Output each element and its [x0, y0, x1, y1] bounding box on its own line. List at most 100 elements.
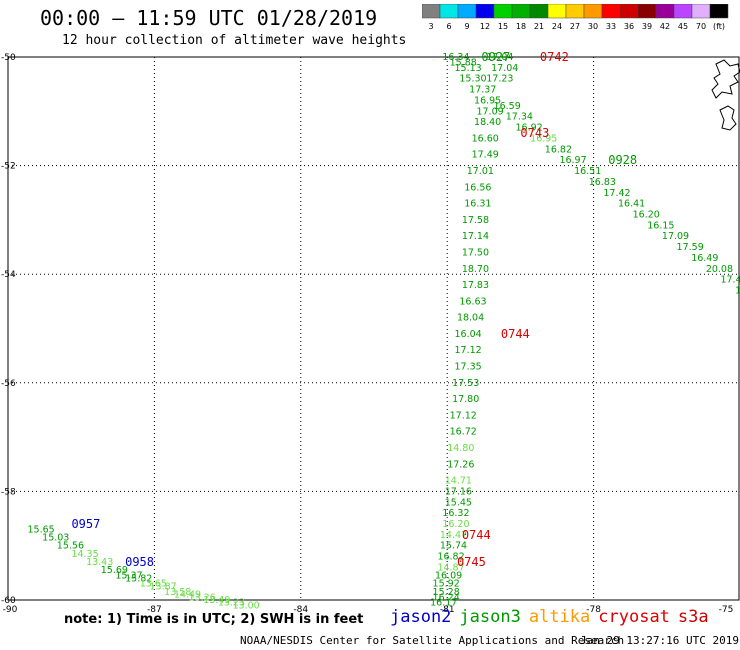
- wave-height-label: 16.51: [574, 166, 601, 177]
- plot-frame: [7, 56, 740, 601]
- legend-entry-altika: altika: [528, 607, 591, 627]
- wave-height-label: 15.74: [440, 541, 467, 552]
- wave-height-label: 16.31: [464, 199, 491, 210]
- wave-height-label: 17.04: [491, 63, 518, 74]
- coastline: [711, 59, 740, 131]
- wave-height-label: 17.37: [469, 85, 496, 96]
- colorbar-label: 15: [498, 22, 508, 31]
- wave-height-label: 16.95: [474, 95, 501, 106]
- wave-height-label: 15.30: [459, 74, 486, 85]
- wave-height-label: 13.26: [189, 592, 216, 603]
- colorbar-label: 27: [570, 22, 580, 31]
- pass-time-label: 0927: [481, 50, 510, 64]
- wave-height-label: 18.70: [462, 264, 489, 275]
- wave-height-label: 16.32: [442, 508, 469, 519]
- x-tick-label: -81: [440, 605, 455, 615]
- wave-height-label: 16.82: [437, 552, 464, 563]
- wave-height-label: 15.13: [455, 63, 482, 74]
- y-tick-label: -54: [1, 270, 16, 280]
- colorbar-label: 24: [552, 22, 562, 31]
- wave-height-label: 16.49: [691, 253, 718, 264]
- wave-height-label: 16.20: [442, 519, 469, 530]
- colorbar-label: 9: [464, 22, 469, 31]
- colorbar-label: 3: [428, 22, 433, 31]
- wave-height-label: 13.49: [203, 595, 230, 606]
- y-tick-label: -60: [1, 596, 16, 606]
- pass-time-label: 0744: [501, 327, 530, 341]
- wave-height-label: 15.92: [433, 579, 460, 590]
- wave-height-label: 17.23: [486, 74, 513, 85]
- wave-height-label: 16.95: [530, 133, 557, 144]
- wave-height-label: 16.72: [450, 427, 477, 438]
- colorbar-swatch: [709, 4, 729, 19]
- wave-height-label: 16.83: [589, 177, 616, 188]
- wave-height-label: 16.20: [633, 209, 660, 220]
- colorbar-label: 6: [446, 22, 451, 31]
- wave-height-label: 17.35: [455, 362, 482, 373]
- wave-height-label: 13.58: [164, 587, 191, 598]
- pass-time-label: 0743: [520, 126, 549, 140]
- colorbar-label: 21: [534, 22, 544, 31]
- wave-height-label: 16.82: [545, 144, 572, 155]
- x-tick-label: -78: [586, 605, 601, 615]
- wave-height-label: 15.88: [450, 57, 477, 68]
- units-note: note: 1) Time is in UTC; 2) SWH is in fe…: [64, 612, 364, 627]
- chart-subtitle: 12 hour collection of altimeter wave hei…: [62, 33, 407, 48]
- wave-height-label: 13.65: [140, 579, 167, 590]
- pass-time-label: 0958: [125, 555, 154, 569]
- wave-height-label: 17.80: [452, 394, 479, 405]
- wave-height-label: 16.59: [494, 101, 521, 112]
- wave-height-label: 15.03: [42, 533, 69, 544]
- wave-height-label: 15.56: [57, 541, 84, 552]
- wave-height-label: 17.26: [447, 459, 474, 470]
- wave-height-label: 17.42: [603, 188, 630, 199]
- footer-credit: NOAA/NESDIS Center for Satellite Applica…: [240, 634, 625, 647]
- wave-height-label: 16.17: [430, 598, 457, 609]
- wave-height-label: 14.35: [71, 549, 98, 560]
- legend-entry-jason2: jason2: [390, 607, 452, 627]
- pass-time-label: 0957: [71, 517, 100, 531]
- legend-entry-jason3: jason3: [459, 607, 521, 627]
- wave-height-label: 16.04: [455, 329, 482, 340]
- x-tick-label: -75: [719, 605, 734, 615]
- y-tick-label: -50: [1, 53, 16, 63]
- y-tick-label: -56: [1, 379, 16, 389]
- colorbar-label: 45: [678, 22, 688, 31]
- pass-time-label: 0745: [457, 555, 486, 569]
- colorbar-label: 18: [516, 22, 526, 31]
- wave-height-label: 17.14: [462, 231, 489, 242]
- wave-height-label: 17.41: [720, 275, 740, 286]
- wave-height-label: 17.12: [455, 345, 482, 356]
- wave-height-label: 17.34: [506, 112, 533, 123]
- colorbar-label: 36: [624, 22, 634, 31]
- wave-height-label: 13.00: [232, 600, 259, 611]
- wave-height-label: 17.50: [462, 247, 489, 258]
- wave-height-label: 17.53: [452, 378, 479, 389]
- colorbar-label: (ft): [713, 22, 725, 31]
- legend-entry-cryosat: cryosat: [598, 607, 670, 627]
- wave-height-label: 16.34: [442, 52, 469, 63]
- wave-height-label: 16.15: [647, 220, 674, 231]
- wave-height-label: 15.37: [115, 571, 142, 582]
- wave-height-label: 14.87: [437, 562, 464, 573]
- x-tick-label: -84: [293, 605, 308, 615]
- wave-height-label: 17.03: [735, 285, 740, 296]
- wave-height-label: 14.71: [445, 476, 472, 487]
- colorbar-label: 30: [588, 22, 598, 31]
- color-scale-bar: 3 6 9 12 15 18 21 24 27 30 33 36 39 42 45 70 (ft): [422, 4, 729, 31]
- y-tick-label: -52: [1, 162, 16, 172]
- x-tick-label: -90: [3, 605, 18, 615]
- wave-height-label: 15.69: [101, 565, 128, 576]
- wave-height-label: 14.49: [174, 590, 201, 601]
- wave-height-label: 15.82: [125, 573, 152, 584]
- footer-timestamp: Jan 29 13:27:16 UTC 2019: [580, 634, 739, 647]
- x-tick-label: -87: [147, 605, 162, 615]
- wave-height-label: 16.56: [464, 182, 491, 193]
- wave-height-label: 13.23: [218, 598, 245, 609]
- wave-height-label: 17.01: [467, 166, 494, 177]
- wave-height-label: 16.97: [559, 155, 586, 166]
- wave-height-label: 16.41: [618, 199, 645, 210]
- wave-height-label: 15.65: [28, 524, 55, 535]
- colorbar-label: 42: [660, 22, 670, 31]
